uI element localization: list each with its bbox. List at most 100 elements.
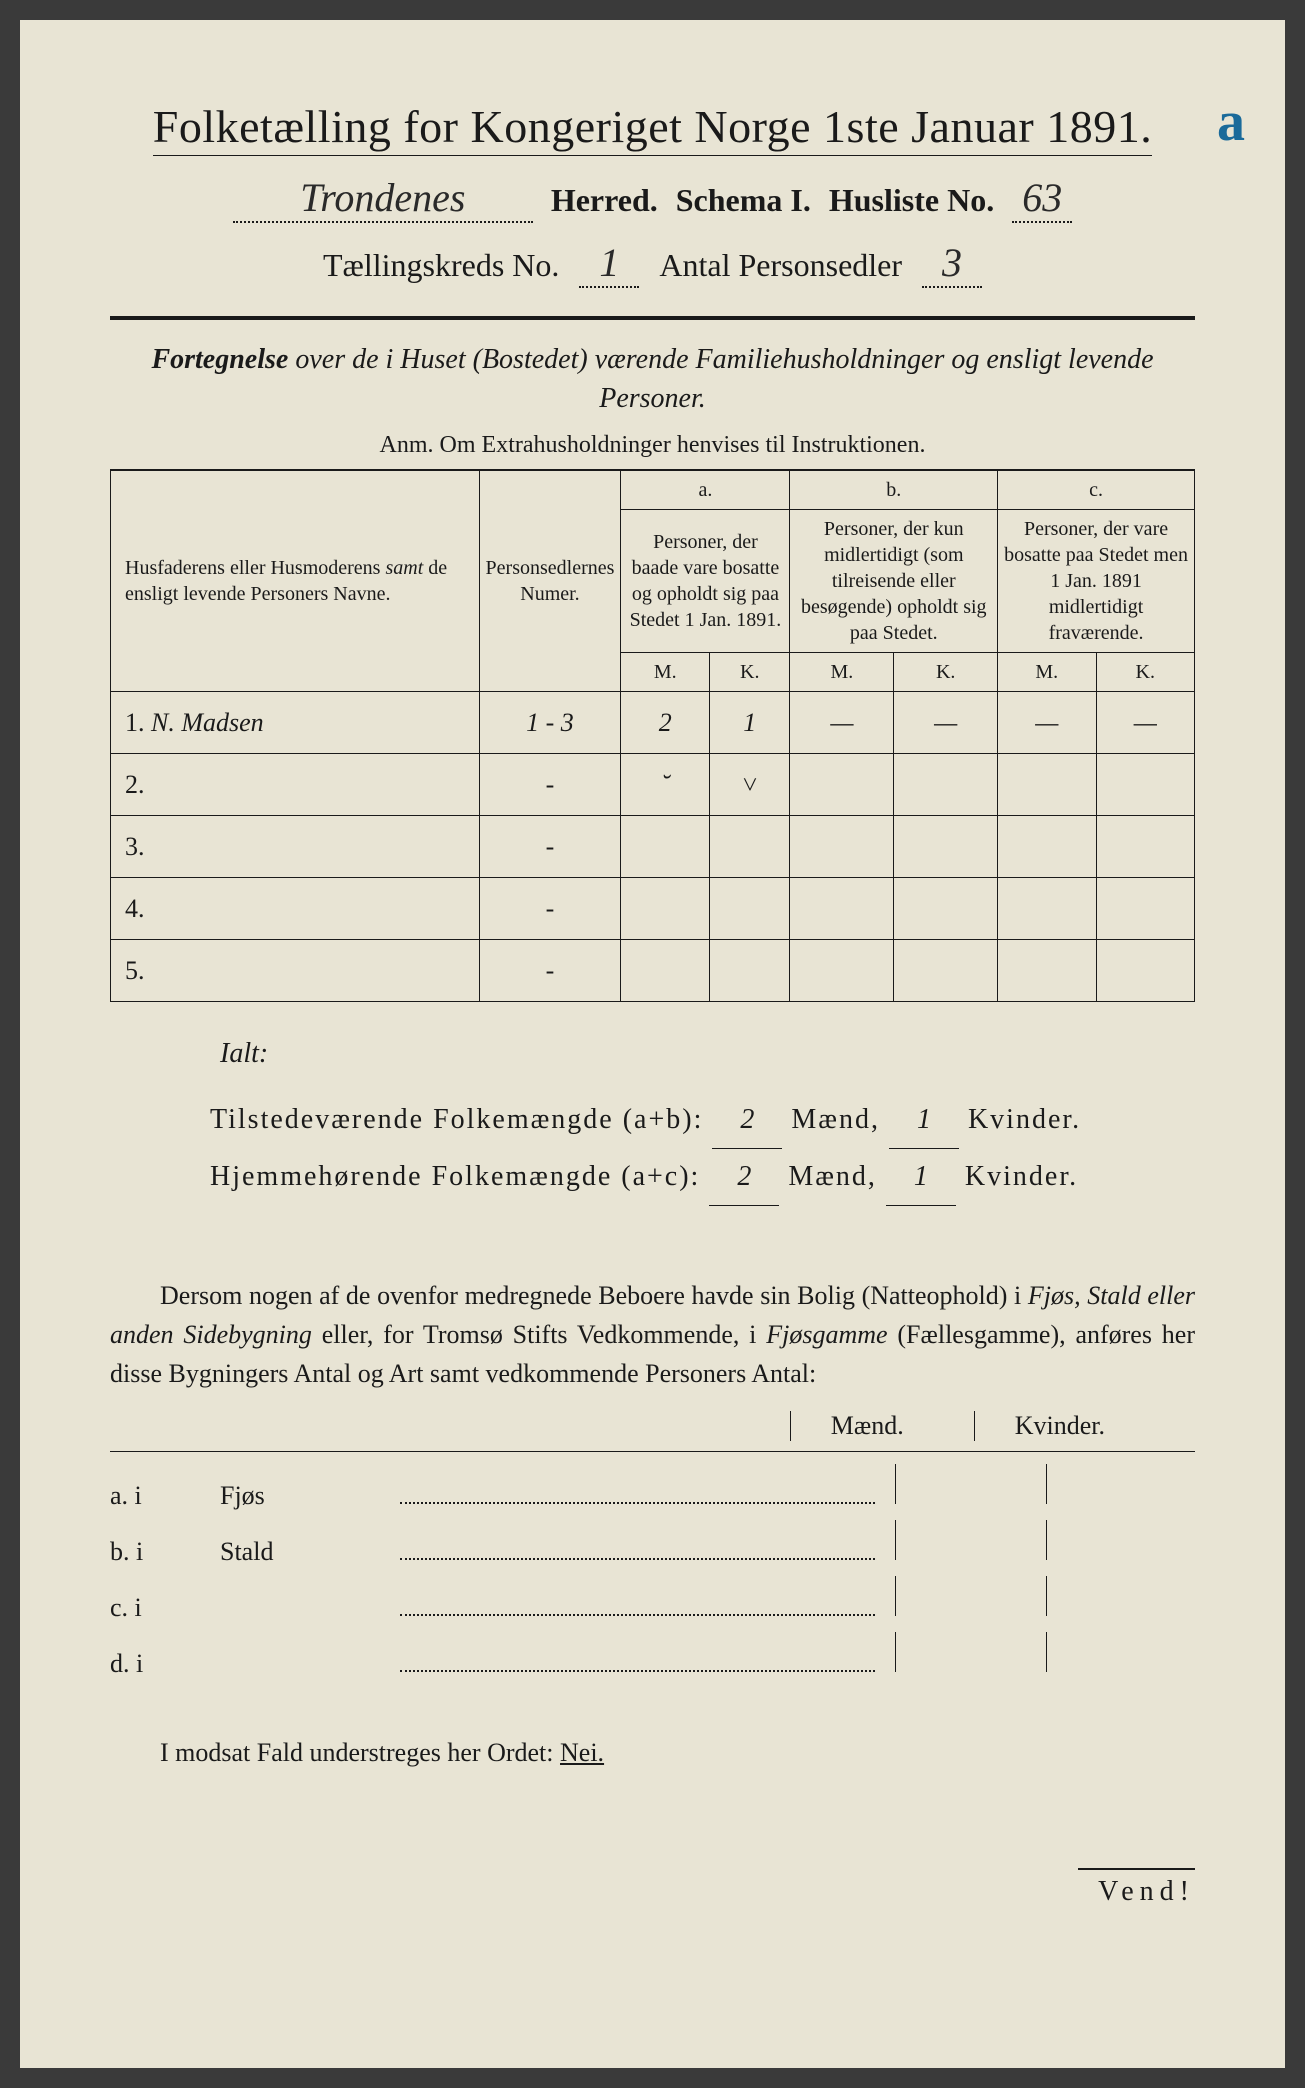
totals-section: Ialt: Tilstedeværende Folkemængde (a+b):… <box>110 1026 1195 1206</box>
cell-cm <box>998 816 1096 878</box>
kreds-value: 1 <box>579 239 639 288</box>
divider-thick <box>110 316 1195 320</box>
cell-cm <box>998 878 1096 940</box>
census-tbody: 1. N. Madsen 1 - 3 2 1 — — — — 2. - ˘ ˅ <box>111 692 1195 1002</box>
cell-bm <box>790 754 894 816</box>
th-name: Husfaderens eller Husmoderens samt de en… <box>111 471 480 692</box>
nei-prefix: I modsat Fald understreges her Ordet: <box>160 1738 560 1767</box>
schema-label: Schema I. <box>676 182 811 219</box>
cell-numer: - <box>479 878 621 940</box>
abcd-row: a. i Fjøs <box>110 1464 1195 1520</box>
kvinder-label: Kvinder. <box>965 1161 1078 1192</box>
cell-bk <box>894 878 998 940</box>
cell-ak: ˅ <box>710 754 790 816</box>
cell-cm <box>998 940 1096 1002</box>
tilstede-label: Tilstedeværende Folkemængde (a+b): <box>210 1104 703 1135</box>
title-text: Folketælling for Kongeriget Norge 1ste J… <box>153 100 1152 156</box>
tilstede-k: 1 <box>889 1092 959 1149</box>
cell-ak: 1 <box>710 692 790 754</box>
cell-bk: — <box>894 692 998 754</box>
cell-am: 2 <box>621 692 710 754</box>
nei-line: I modsat Fald understreges her Ordet: Ne… <box>110 1738 1195 1768</box>
header-line-3: Tællingskreds No. 1 Antal Personsedler 3 <box>110 239 1195 288</box>
table-row: 2. - ˘ ˅ <box>111 754 1195 816</box>
abcd-cols <box>895 1520 1195 1560</box>
tilstede-line: Tilstedeværende Folkemængde (a+b): 2 Mæn… <box>210 1092 1195 1149</box>
abcd-label: c. i <box>110 1585 220 1632</box>
cell-bm <box>790 878 894 940</box>
cell-name: 3. <box>111 816 480 878</box>
vend-label: Vend! <box>1078 1868 1195 1908</box>
cell-cm <box>998 754 1096 816</box>
maend-header: Mænd. <box>790 1411 914 1441</box>
page-title: Folketælling for Kongeriget Norge 1ste J… <box>110 100 1195 156</box>
maend-label: Mænd, <box>788 1161 877 1192</box>
abcd-label: b. i <box>110 1529 220 1576</box>
kreds-label: Tællingskreds No. <box>323 247 559 284</box>
th-c-k: K. <box>1096 653 1195 692</box>
cell-ck <box>1096 754 1195 816</box>
maend-label: Mænd, <box>791 1104 880 1135</box>
cell-name: 5. <box>111 940 480 1002</box>
abcd-text: Stald <box>220 1529 400 1576</box>
abcd-dots <box>400 1502 875 1504</box>
th-b-label: b. <box>790 471 998 510</box>
th-c-text: Personer, der vare bosatte paa Stedet me… <box>998 510 1195 653</box>
mk-header: Mænd. Kvinder. <box>110 1411 1195 1452</box>
cell-ck <box>1096 940 1195 1002</box>
cell-bk <box>894 816 998 878</box>
cell-ak <box>710 878 790 940</box>
th-c-label: c. <box>998 471 1195 510</box>
abcd-label: a. i <box>110 1473 220 1520</box>
husliste-label: Husliste No. <box>829 182 994 219</box>
abcd-label: d. i <box>110 1641 220 1688</box>
th-a-text: Personer, der baade vare bosatte og opho… <box>621 510 790 653</box>
cell-ak <box>710 940 790 1002</box>
kvinder-label: Kvinder. <box>968 1104 1081 1135</box>
cell-name: 2. <box>111 754 480 816</box>
abcd-list: a. i Fjøs b. i Stald c. i d. i <box>110 1464 1195 1687</box>
th-a-label: a. <box>621 471 790 510</box>
cell-name: 1. N. Madsen <box>111 692 480 754</box>
husliste-value: 63 <box>1012 174 1072 223</box>
table-row: 1. N. Madsen 1 - 3 2 1 — — — — <box>111 692 1195 754</box>
header-line-2: Trondenes Herred. Schema I. Husliste No.… <box>110 174 1195 223</box>
tilstede-m: 2 <box>712 1092 782 1149</box>
abcd-row: b. i Stald <box>110 1520 1195 1576</box>
hjemme-k: 1 <box>886 1149 956 1206</box>
antal-value: 3 <box>922 239 982 288</box>
ialt-label: Ialt: <box>220 1026 1195 1082</box>
abcd-cols <box>895 1576 1195 1616</box>
cell-numer: - <box>479 816 621 878</box>
nei-word: Nei. <box>560 1738 604 1767</box>
cell-bm <box>790 816 894 878</box>
annotation-mark: a <box>1217 90 1245 154</box>
census-table: Husfaderens eller Husmoderens samt de en… <box>110 470 1195 1002</box>
abcd-cols <box>895 1464 1195 1504</box>
kvinder-header: Kvinder. <box>974 1411 1115 1441</box>
anm-note: Anm. Om Extrahusholdninger henvises til … <box>110 432 1195 459</box>
abcd-row: c. i <box>110 1576 1195 1632</box>
abcd-text: Fjøs <box>220 1473 400 1520</box>
cell-am <box>621 940 710 1002</box>
cell-ck <box>1096 878 1195 940</box>
instruction-paragraph: Dersom nogen af de ovenfor medregnede Be… <box>110 1276 1195 1393</box>
table-row: 4. - <box>111 878 1195 940</box>
cell-bm <box>790 940 894 1002</box>
cell-numer: - <box>479 754 621 816</box>
cell-am <box>621 816 710 878</box>
herred-value: Trondenes <box>233 174 533 223</box>
cell-am: ˘ <box>621 754 710 816</box>
census-form-page: a Folketælling for Kongeriget Norge 1ste… <box>20 20 1285 2068</box>
cell-bk <box>894 940 998 1002</box>
antal-label: Antal Personsedler <box>659 247 902 284</box>
table-row: 5. - <box>111 940 1195 1002</box>
th-b-k: K. <box>894 653 998 692</box>
cell-ck: — <box>1096 692 1195 754</box>
cell-bk <box>894 754 998 816</box>
subtitle: Fortegnelse over de i Huset (Bostedet) v… <box>110 340 1195 418</box>
abcd-cols <box>895 1632 1195 1672</box>
th-b-m: M. <box>790 653 894 692</box>
cell-numer: 1 - 3 <box>479 692 621 754</box>
abcd-row: d. i <box>110 1632 1195 1688</box>
